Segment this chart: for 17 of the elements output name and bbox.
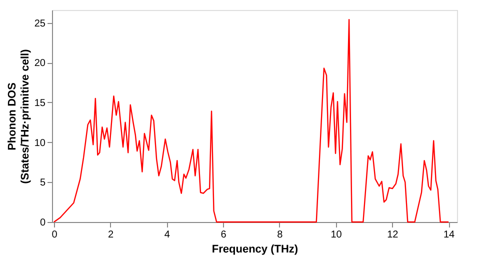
y-tick-label: 10 bbox=[34, 138, 46, 149]
x-tick-label: 6 bbox=[220, 230, 227, 240]
x-tick-label: 12 bbox=[387, 230, 399, 240]
x-tick-label: 14 bbox=[443, 230, 456, 240]
y-tick-label: 25 bbox=[34, 18, 46, 30]
x-tick-label: 4 bbox=[164, 230, 170, 240]
y-tick-label: 20 bbox=[34, 58, 46, 70]
y-tick-label: 0 bbox=[40, 218, 46, 228]
line-series bbox=[53, 18, 450, 223]
x-tick-label: 10 bbox=[330, 230, 342, 240]
x-tick-label: 2 bbox=[108, 230, 114, 240]
y-tick-label: 15 bbox=[34, 98, 46, 109]
x-axis-title: Frequency (THz) bbox=[212, 244, 298, 256]
y-axis-title: Phonon DOS (States/THz·primitive cell) bbox=[6, 48, 32, 184]
x-tick-label: 8 bbox=[277, 230, 284, 240]
y-tick-label: 5 bbox=[40, 178, 46, 189]
x-tick-label: 0 bbox=[52, 230, 58, 240]
